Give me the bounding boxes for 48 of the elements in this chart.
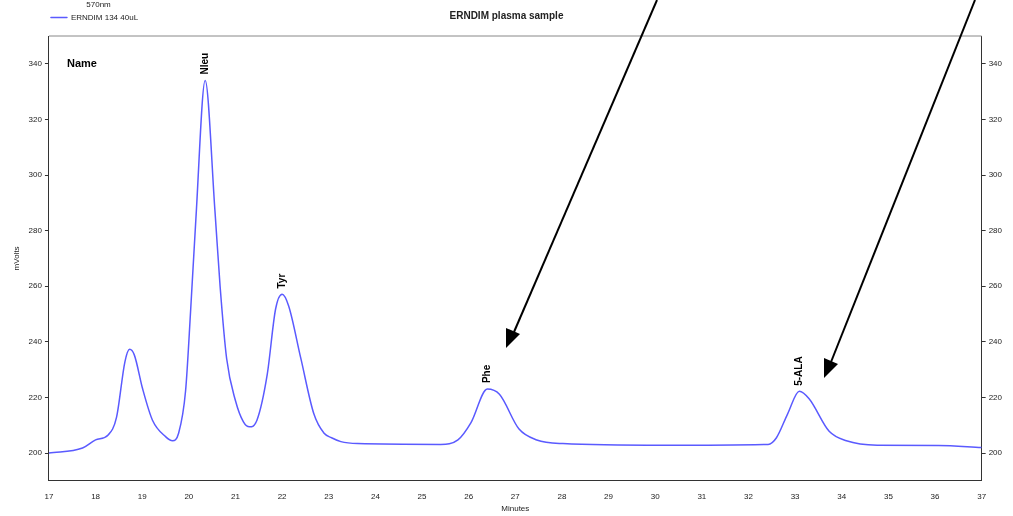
x-tick-label: 19	[137, 491, 148, 501]
y-tick-label: 240	[28, 337, 43, 346]
x-tick-label: 35	[883, 491, 894, 501]
x-tick-label: 32	[744, 491, 754, 501]
y-axis-title: mVolts	[12, 246, 21, 271]
line-series	[48, 79, 982, 454]
x-axis-title: Minutes	[501, 504, 530, 514]
legend-label: ERNDIM 134 40uL	[70, 12, 139, 22]
x-tick-label: 24	[370, 491, 381, 501]
y-tick-label: 300	[28, 170, 43, 180]
x-tick-label: 36	[930, 491, 941, 501]
annotation: Name	[66, 56, 97, 69]
y-tick-label: 220	[28, 392, 43, 402]
x-tick-label: 30	[650, 491, 661, 501]
y2-tick-label: 300	[988, 170, 1003, 180]
y-tick-label: 340	[28, 59, 43, 68]
x-tick-label: 17	[44, 491, 54, 501]
x-tick-label: 18	[91, 491, 101, 501]
x-tick-label: 29	[604, 491, 614, 501]
x-tick-label: 27	[510, 491, 521, 501]
legend-title: 570nm	[86, 0, 112, 10]
x-tick-label: 21	[231, 491, 241, 501]
annotation: Phe	[481, 364, 493, 384]
y-tick-label: 260	[28, 281, 43, 291]
y2-tick-label: 340	[988, 59, 1003, 68]
x-tick-label: 22	[277, 491, 288, 501]
y2-tick-label: 200	[988, 448, 1003, 458]
x-tick-label: 26	[464, 491, 474, 501]
y-tick-label: 200	[28, 448, 43, 458]
x-tick-label: 28	[557, 491, 567, 501]
annotation: Tyr	[275, 273, 287, 289]
y2-tick-label: 280	[988, 225, 1003, 235]
y2-tick-label: 320	[988, 114, 1003, 124]
y-tick-label: 280	[28, 225, 43, 235]
x-tick-label: 25	[417, 491, 428, 501]
y2-tick-label: 260	[988, 281, 1003, 291]
chart-title: ERNDIM plasma sample	[449, 9, 564, 21]
y2-tick-label: 220	[988, 392, 1003, 402]
x-tick-label: 33	[790, 491, 801, 501]
x-tick-label: 20	[184, 491, 194, 501]
annotation: 5-ALA	[793, 356, 805, 386]
y2-tick-label: 240	[988, 337, 1003, 346]
x-tick-label: 37	[977, 491, 987, 501]
annotation: Nleu	[198, 52, 210, 75]
y-tick-label: 320	[28, 114, 43, 124]
x-tick-label: 31	[697, 491, 707, 501]
x-tick-label: 34	[837, 491, 847, 501]
x-tick-label: 23	[324, 491, 334, 501]
